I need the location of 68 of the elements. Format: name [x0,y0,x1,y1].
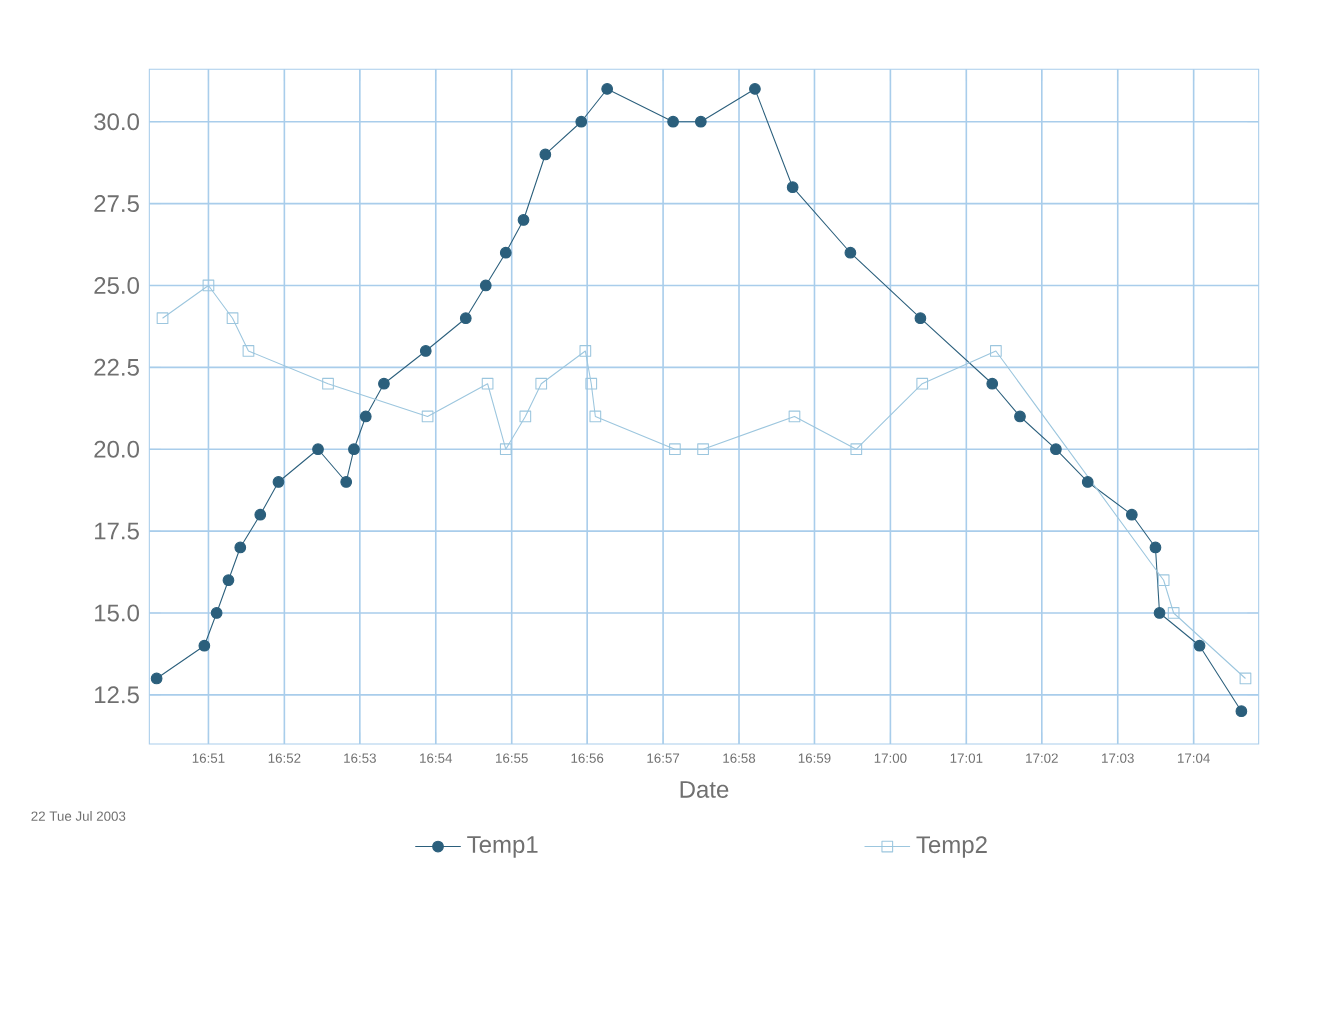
point [479,279,492,292]
point [254,509,267,521]
point [340,476,353,489]
point [1081,476,1094,489]
point [788,410,801,423]
point [322,378,334,390]
point [459,312,472,325]
point [601,83,614,96]
point [1125,509,1138,521]
point [575,116,588,128]
point [589,410,602,423]
point [226,312,239,325]
point [242,345,255,358]
point [234,541,247,554]
point [914,312,927,325]
point [359,410,372,423]
y-tick-label: 17.5 [95,523,139,540]
point [669,443,681,456]
y-tick-label: 15.0 [95,604,139,622]
point [539,148,552,161]
point [749,83,761,96]
point [1149,541,1162,554]
point [786,181,799,194]
point [421,410,434,423]
point [156,312,169,325]
point [348,443,360,456]
point [1239,672,1252,685]
point [481,378,494,390]
point [1050,443,1062,456]
point [1014,410,1026,423]
point [1193,640,1206,652]
y-tick-label: 30.0 [94,113,139,131]
y-tick-label: 12.5 [95,686,139,704]
point [210,607,223,620]
point [222,574,235,587]
point [499,247,512,259]
point [667,116,679,128]
y-tick-label: 25.0 [94,277,139,295]
point [202,279,215,292]
point [419,345,432,358]
point [312,443,324,456]
point [694,116,707,128]
point [990,345,1002,358]
point [535,378,548,390]
point [1157,574,1170,587]
point [579,345,592,358]
point [916,378,929,390]
point [519,410,532,423]
x-axis-title: Date [680,781,729,799]
point [585,378,598,390]
point [850,443,863,456]
point [697,443,709,456]
point [499,443,512,456]
legend-label: Temp1 [467,836,538,859]
point [378,378,390,390]
legend-label: Temp2 [916,836,987,859]
point [517,214,530,227]
point [1235,705,1248,718]
point [986,378,999,390]
y-tick-label: 20.0 [94,441,139,459]
y-tick-label: 22.5 [94,359,139,377]
point [1167,607,1180,620]
point [198,640,211,652]
point [272,476,285,489]
y-tick-label: 27.5 [94,195,139,213]
point [844,247,857,259]
point [150,672,163,685]
point [1153,607,1166,620]
